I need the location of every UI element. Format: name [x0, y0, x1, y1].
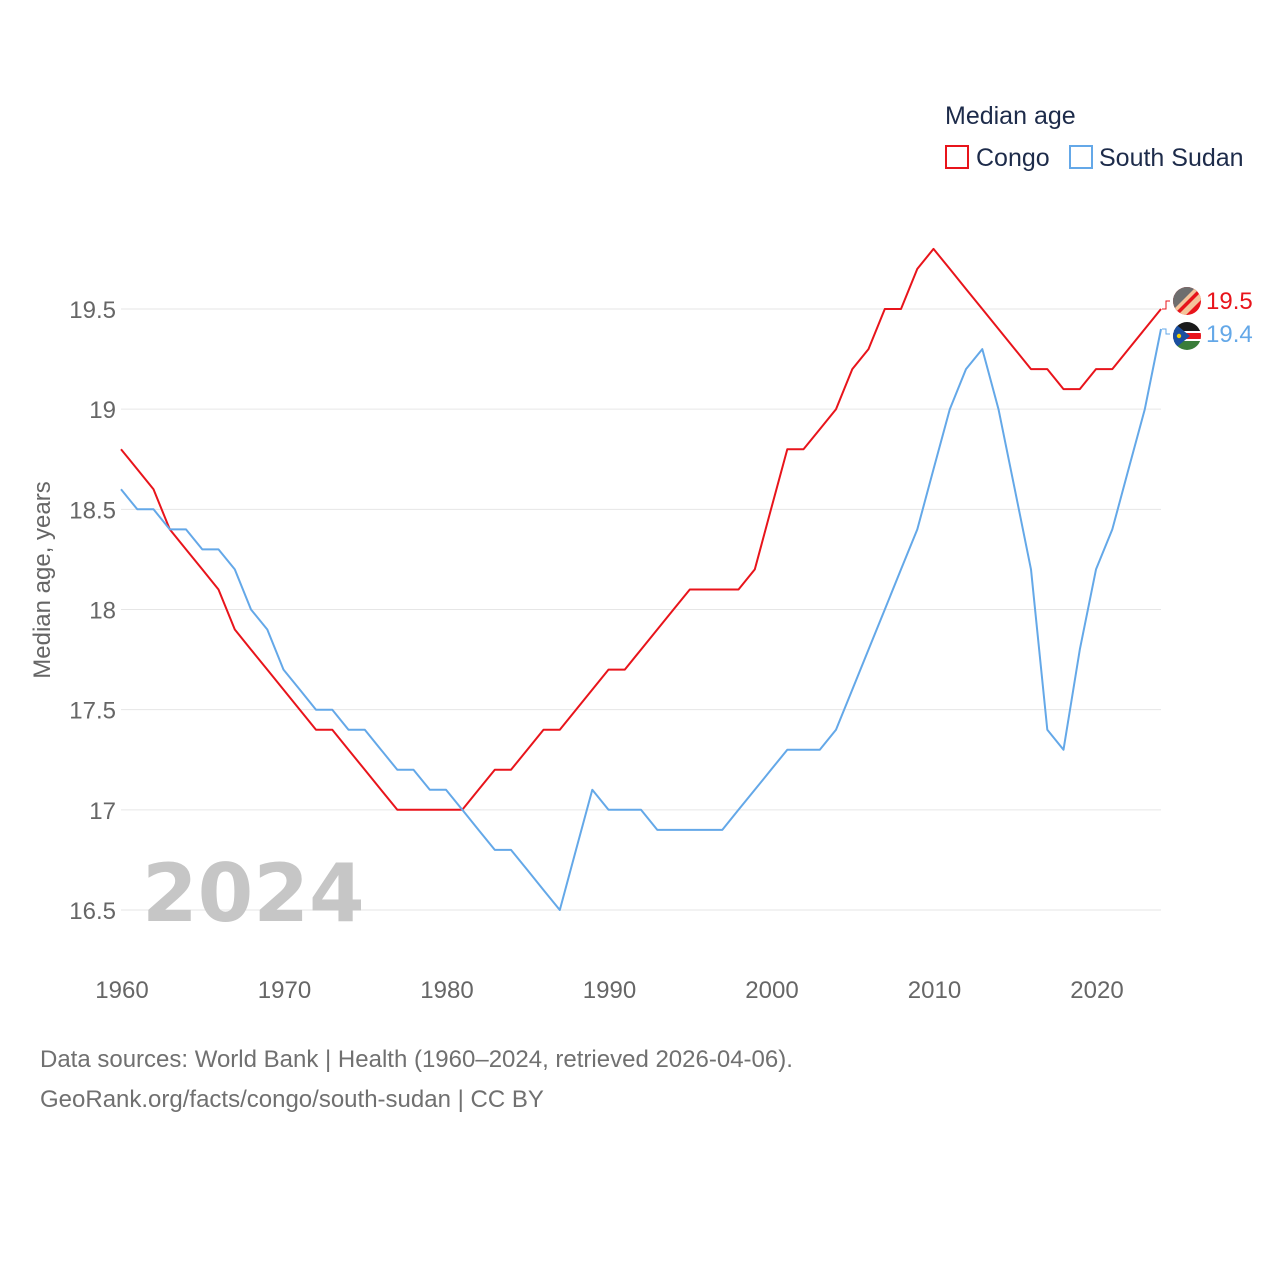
end-connector [1162, 300, 1170, 310]
legend-item-congo[interactable]: Congo [945, 144, 1050, 172]
x-axis-ticks: 1960 1970 1980 1990 2000 2010 2020 [95, 977, 1123, 1004]
legend-label-south-sudan: South Sudan [1099, 144, 1244, 172]
x-tick-label: 2020 [1070, 977, 1123, 1004]
end-value-label-congo: 19.5 [1206, 288, 1253, 315]
footer: Data sources: World Bank | Health (1960–… [40, 1040, 793, 1120]
legend-swatch-south-sudan [1069, 145, 1093, 169]
y-tick-label: 16.5 [69, 898, 116, 925]
x-tick-label: 1990 [583, 977, 636, 1004]
grid-lines [121, 308, 1161, 911]
congo-flag-icon [1173, 287, 1201, 315]
y-tick-label: 18.5 [69, 497, 116, 524]
line-chart: 16.5 17 17.5 18 18.5 19 19.5 1960 1970 1980 1990 2… [29, 102, 1253, 1004]
south-sudan-flag-icon [1173, 322, 1201, 350]
x-tick-label: 1980 [420, 977, 473, 1004]
legend-item-south-sudan[interactable]: South Sudan [1069, 144, 1244, 172]
y-axis-label: Median age, years [29, 481, 56, 678]
data-sources-text: Data sources: World Bank | Health (1960–… [40, 1046, 793, 1073]
x-tick-label: 2010 [908, 977, 961, 1004]
y-tick-label: 19 [89, 397, 116, 424]
attribution-link[interactable]: GeoRank.org/facts/congo/south-sudan | CC… [40, 1086, 544, 1113]
series-lines [120, 247, 1162, 911]
x-tick-label: 1960 [95, 977, 148, 1004]
end-value-label-south-sudan: 19.4 [1206, 321, 1253, 348]
series-line-congo[interactable] [120, 247, 1162, 811]
y-tick-label: 17 [89, 798, 116, 825]
legend-swatch-congo [945, 145, 969, 169]
legend-label-congo: Congo [976, 144, 1050, 172]
x-tick-label: 2000 [745, 977, 798, 1004]
y-tick-label: 18 [89, 598, 116, 625]
end-labels: 19.5 19.4 [1162, 288, 1253, 348]
end-connector [1162, 328, 1170, 335]
y-tick-label: 19.5 [69, 297, 116, 324]
x-tick-label: 1970 [258, 977, 311, 1004]
y-tick-label: 17.5 [69, 698, 116, 725]
y-axis-ticks: 16.5 17 17.5 18 18.5 19 19.5 [69, 297, 116, 925]
legend-title: Median age [945, 102, 1076, 130]
series-line-south-sudan[interactable] [120, 328, 1162, 911]
year-overlay: 2024 [142, 847, 365, 940]
